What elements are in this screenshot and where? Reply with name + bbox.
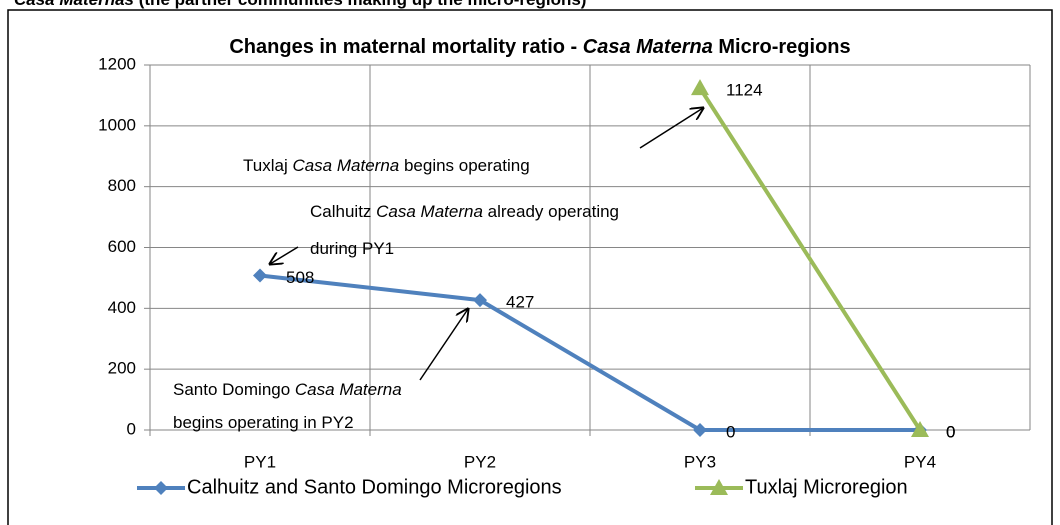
annotation: during PY1: [310, 239, 394, 258]
y-tick-label: 400: [108, 298, 136, 317]
text-segment: Santo Domingo: [173, 380, 295, 399]
text-segment: Tuxlaj: [243, 156, 292, 175]
annotation-arrow: [270, 246, 299, 264]
point: [911, 421, 929, 437]
y-tick-label: 1200: [98, 54, 136, 73]
annotation: begins operating in PY2: [173, 413, 354, 432]
data-label: 0: [726, 422, 735, 441]
data-label: 508: [286, 268, 314, 287]
point: [693, 423, 707, 437]
caption: Casa Maternas (the partner communities m…: [14, 0, 586, 9]
annotation: Calhuitz Casa Materna already operating: [310, 202, 619, 221]
annotation: Santo Domingo Casa Materna: [173, 380, 402, 399]
text-segment: Casa Materna: [376, 202, 483, 221]
data-label: 0: [946, 422, 955, 441]
y-tick-label: 200: [108, 359, 136, 378]
y-tick-label: 1000: [98, 115, 136, 134]
data-label: 0: [946, 422, 955, 441]
y-tick-label: 800: [108, 176, 136, 195]
line: [259, 273, 920, 432]
text-segment: (the partner communities making up the m…: [134, 0, 586, 9]
point: [473, 293, 487, 308]
text-segment: Changes in maternal mortality ratio -: [229, 36, 582, 58]
document-frame: [7, 9, 1053, 525]
line: [698, 87, 922, 432]
data-label: 427: [506, 293, 534, 312]
annotation-arrow: [419, 309, 468, 381]
x-tick-label: PY2: [464, 452, 496, 471]
legend-label: Calhuitz and Santo Domingo Microregions: [187, 476, 562, 498]
text-segment: Casa Maternas: [14, 0, 134, 9]
point: [154, 481, 168, 495]
text-segment: Calhuitz: [310, 202, 376, 221]
text-segment: Casa Materna: [583, 36, 713, 58]
point: [710, 479, 728, 495]
y-tick-label: 600: [108, 237, 136, 256]
data-label: 1124: [726, 81, 763, 100]
chart-title: Changes in maternal mortality ratio - Ca…: [229, 36, 850, 58]
annotation: Tuxlaj Casa Materna begins operating: [243, 156, 530, 175]
text-segment: already operating: [483, 202, 619, 221]
text-segment: Casa Materna: [295, 380, 402, 399]
annotation-arrow: [639, 108, 703, 149]
x-tick-label: PY1: [244, 452, 276, 471]
text-segment: Micro-regions: [713, 36, 851, 58]
text-segment: begins operating: [399, 156, 529, 175]
x-tick-label: PY4: [904, 452, 936, 471]
x-tick-label: PY3: [684, 452, 716, 471]
point: [253, 268, 267, 283]
text-segment: begins operating in PY2: [173, 413, 354, 432]
text-segment: during PY1: [310, 239, 394, 258]
text-segment: Casa Materna: [292, 156, 399, 175]
legend-label: Tuxlaj Microregion: [745, 476, 908, 498]
y-tick-label: 0: [127, 419, 136, 438]
point: [691, 79, 709, 96]
